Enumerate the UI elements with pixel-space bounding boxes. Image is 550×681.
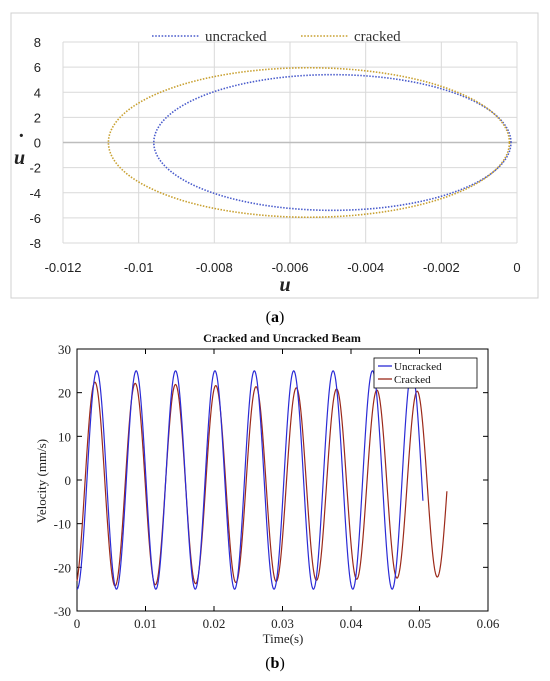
panel-a-y-ticks: -8 -6 -4 -2 0 2 4 6 8	[29, 35, 41, 251]
panel-b-y-axis-label: Velocity (mm/s)	[34, 439, 49, 523]
panel-b-y-tick-label: -20	[54, 560, 71, 575]
panel-a-x-tick-label: -0.006	[272, 260, 309, 275]
panel-a-y-tick-label: -8	[29, 236, 41, 251]
panel-a-x-tick-label: -0.012	[45, 260, 82, 275]
panel-b-series	[76, 370, 448, 590]
series-Cracked-line	[76, 381, 448, 587]
panel-b-title: Cracked and Uncracked Beam	[203, 331, 361, 345]
panel-a-y-tick-label: 6	[34, 60, 41, 75]
panel-b-y-tick-label: 10	[58, 429, 71, 444]
panel-b-y-ticks: -30 -20 -10 0 10 20 30	[54, 342, 488, 619]
panel-b-caption: (b)	[265, 655, 285, 672]
panel-b-x-tick-label: 0	[74, 616, 81, 631]
panel-b-x-tick-label: 0.03	[271, 616, 294, 631]
panel-b-x-tick-label: 0.02	[203, 616, 226, 631]
panel-a-border	[10, 12, 539, 299]
panel-a-y-tick-label: -2	[29, 161, 41, 176]
panel-a-x-tick-label: -0.002	[423, 260, 460, 275]
panel-a-grid	[62, 41, 518, 244]
panel-a-y-tick-label: -4	[29, 186, 41, 201]
panel-b-y-tick-label: 0	[65, 473, 72, 488]
panel-a-y-tick-label: -6	[29, 211, 41, 226]
series-uncracked-orbit	[152, 73, 512, 212]
panel-b-y-tick-label: 30	[58, 342, 71, 357]
legend-a-cracked-label: cracked	[354, 29, 401, 45]
panel-b-x-tick-label: 0.05	[408, 616, 431, 631]
panel-b-x-tick-label: 0.06	[477, 616, 500, 631]
panel-b-y-tick-label: -30	[54, 604, 71, 619]
panel-a-x-tick-label: -0.01	[124, 260, 154, 275]
legend-b-uncracked-label: Uncracked	[394, 361, 442, 373]
panel-a-y-tick-label: 2	[34, 110, 41, 125]
legend-b-box	[373, 357, 478, 389]
panel-b-x-tick-label: 0.01	[134, 616, 157, 631]
panel-a-y-axis-label: u	[14, 147, 25, 169]
panel-a-series	[107, 66, 512, 219]
panel-a-caption: (a)	[266, 309, 285, 326]
panel-a-x-tick-label: 0	[513, 260, 520, 275]
panel-a-x-tick-label: -0.004	[347, 260, 384, 275]
panel-a-x-tick-label: -0.008	[196, 260, 233, 275]
panel-a-y-tick-label: 0	[34, 136, 41, 151]
panel-b-y-tick-label: 20	[58, 386, 71, 401]
panel-a-y-tick-label: 4	[34, 85, 41, 100]
panel-b-y-tick-label: -10	[54, 517, 71, 532]
panel-a-y-axis-dot: ·	[18, 125, 25, 147]
series-Uncracked-line	[76, 370, 424, 590]
series-cracked-orbit	[107, 66, 511, 219]
panel-a-x-ticks: -0.012 -0.01 -0.008 -0.006 -0.004 -0.002 0	[45, 260, 521, 275]
panel-b-x-axis-label: Time(s)	[263, 631, 304, 646]
legend-b-cracked-label: Cracked	[394, 374, 431, 386]
panel-b-x-ticks: 0 0.01 0.02 0.03 0.04 0.05 0.06	[74, 349, 500, 631]
legend-a-uncracked-label: uncracked	[205, 29, 267, 45]
panel-a-x-axis-label: u	[279, 274, 290, 296]
panel-b-x-tick-label: 0.04	[340, 616, 363, 631]
panel-a-y-tick-label: 8	[34, 35, 41, 50]
